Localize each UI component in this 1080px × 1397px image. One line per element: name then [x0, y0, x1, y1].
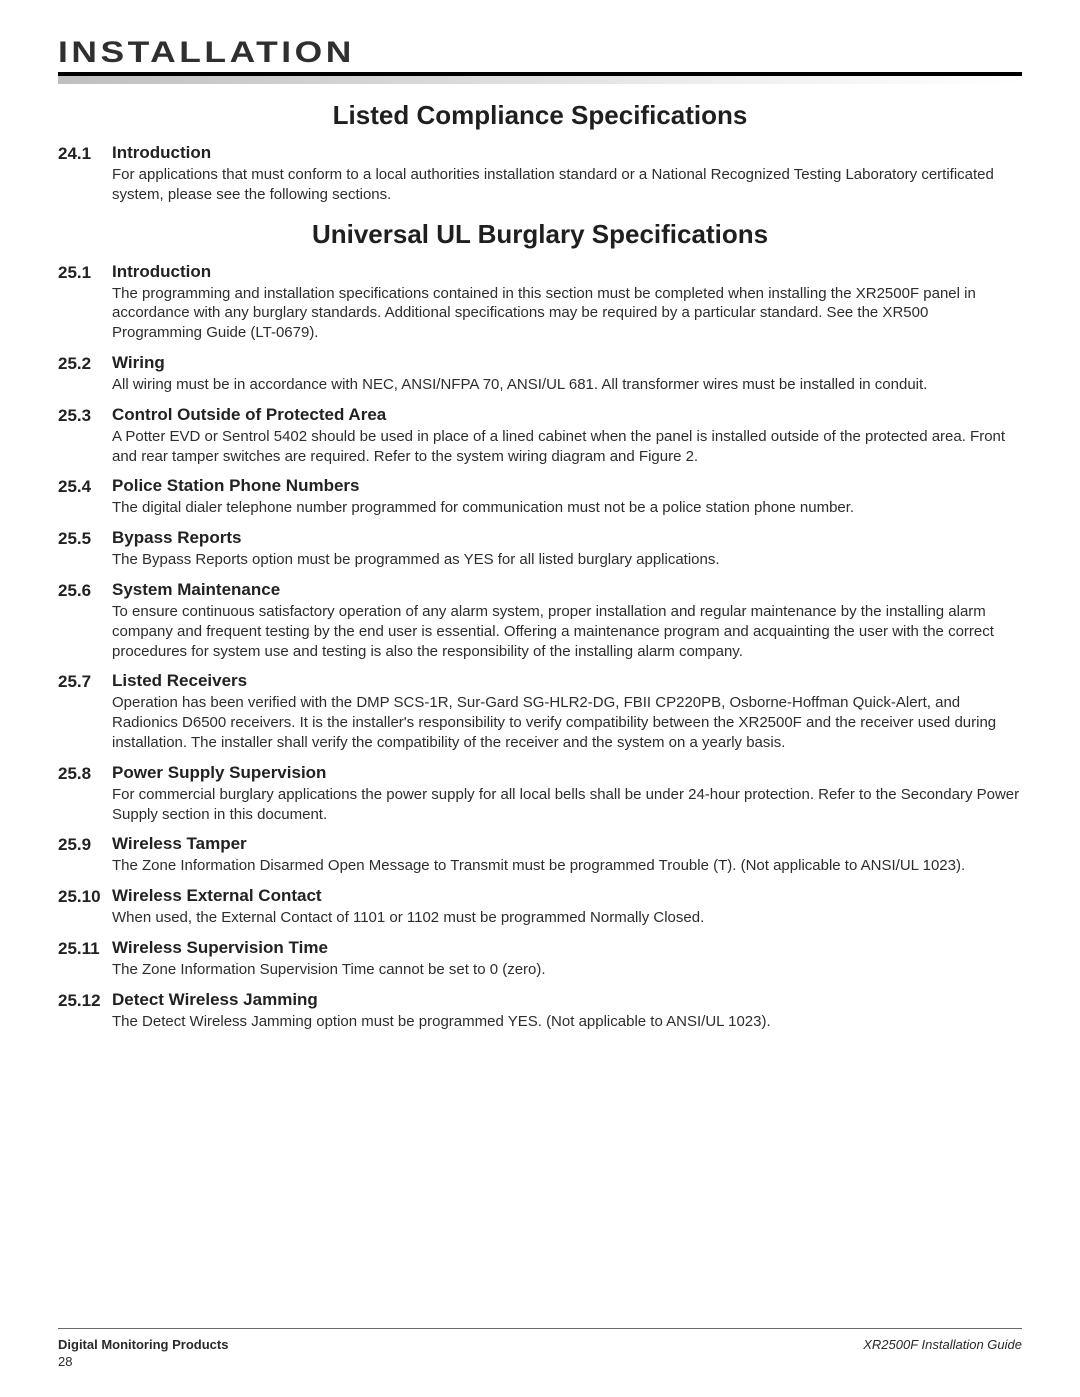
- section-body-col: Introduction The programming and install…: [112, 262, 1022, 343]
- section-body: The Detect Wireless Jamming option must …: [112, 1012, 1022, 1032]
- section-title: Listed Receivers: [112, 671, 1022, 691]
- footer-page-number: 28: [58, 1354, 1022, 1369]
- section-body: The Zone Information Supervision Time ca…: [112, 960, 1022, 980]
- section-body: The Bypass Reports option must be progra…: [112, 550, 1022, 570]
- section: 25.4 Police Station Phone Numbers The di…: [58, 476, 1022, 518]
- section-body-col: Bypass Reports The Bypass Reports option…: [112, 528, 1022, 570]
- section: 25.1 Introduction The programming and in…: [58, 262, 1022, 343]
- title-compliance: Listed Compliance Specifications: [58, 100, 1022, 131]
- title-burglary: Universal UL Burglary Specifications: [58, 219, 1022, 250]
- section-body: When used, the External Contact of 1101 …: [112, 908, 1022, 928]
- section-body: The Zone Information Disarmed Open Messa…: [112, 856, 1022, 876]
- section: 25.8 Power Supply Supervision For commer…: [58, 763, 1022, 825]
- section-title: Wireless Tamper: [112, 834, 1022, 854]
- section-title: System Maintenance: [112, 580, 1022, 600]
- section-title: Bypass Reports: [112, 528, 1022, 548]
- section-number: 25.10: [58, 886, 112, 928]
- section-body-col: Control Outside of Protected Area A Pott…: [112, 405, 1022, 467]
- section-number: 25.9: [58, 834, 112, 876]
- section-title: Wireless External Contact: [112, 886, 1022, 906]
- section: 25.6 System Maintenance To ensure contin…: [58, 580, 1022, 661]
- section-number: 25.2: [58, 353, 112, 395]
- section-number: 25.6: [58, 580, 112, 661]
- section-number: 25.3: [58, 405, 112, 467]
- section-body-col: Listed Receivers Operation has been veri…: [112, 671, 1022, 752]
- footer: Digital Monitoring Products XR2500F Inst…: [58, 1328, 1022, 1369]
- section-body: For applications that must conform to a …: [112, 165, 1022, 205]
- section-title: Introduction: [112, 143, 1022, 163]
- section-title: Introduction: [112, 262, 1022, 282]
- section: 25.12 Detect Wireless Jamming The Detect…: [58, 990, 1022, 1032]
- section-title: Wiring: [112, 353, 1022, 373]
- section-number: 25.7: [58, 671, 112, 752]
- footer-rule: [58, 1328, 1022, 1329]
- section: 25.2 Wiring All wiring must be in accord…: [58, 353, 1022, 395]
- section-number: 24.1: [58, 143, 112, 205]
- section-title: Wireless Supervision Time: [112, 938, 1022, 958]
- section-number: 25.5: [58, 528, 112, 570]
- header-word: INSTALLATION: [58, 36, 1080, 70]
- section-body-col: Wireless Tamper The Zone Information Dis…: [112, 834, 1022, 876]
- section: 25.5 Bypass Reports The Bypass Reports o…: [58, 528, 1022, 570]
- section-title: Police Station Phone Numbers: [112, 476, 1022, 496]
- section-number: 25.4: [58, 476, 112, 518]
- section-body-col: Detect Wireless Jamming The Detect Wirel…: [112, 990, 1022, 1032]
- section-body-col: Wireless Supervision Time The Zone Infor…: [112, 938, 1022, 980]
- section-body: To ensure continuous satisfactory operat…: [112, 602, 1022, 661]
- section-body: All wiring must be in accordance with NE…: [112, 375, 1022, 395]
- section: 25.3 Control Outside of Protected Area A…: [58, 405, 1022, 467]
- section-body: The digital dialer telephone number prog…: [112, 498, 1022, 518]
- section-body: A Potter EVD or Sentrol 5402 should be u…: [112, 427, 1022, 467]
- header-rule-gradient: [58, 76, 1022, 84]
- section-body-col: System Maintenance To ensure continuous …: [112, 580, 1022, 661]
- footer-left: Digital Monitoring Products: [58, 1337, 228, 1352]
- footer-right: XR2500F Installation Guide: [863, 1337, 1022, 1352]
- section-number: 25.11: [58, 938, 112, 980]
- section-body-col: Power Supply Supervision For commercial …: [112, 763, 1022, 825]
- footer-row: Digital Monitoring Products XR2500F Inst…: [58, 1337, 1022, 1352]
- section-body-col: Wiring All wiring must be in accordance …: [112, 353, 1022, 395]
- header-rule: [58, 72, 1022, 86]
- section-number: 25.1: [58, 262, 112, 343]
- section: 25.7 Listed Receivers Operation has been…: [58, 671, 1022, 752]
- section-body-col: Wireless External Contact When used, the…: [112, 886, 1022, 928]
- section-title: Control Outside of Protected Area: [112, 405, 1022, 425]
- section-body: The programming and installation specifi…: [112, 284, 1022, 343]
- section: 25.11 Wireless Supervision Time The Zone…: [58, 938, 1022, 980]
- section-body: Operation has been verified with the DMP…: [112, 693, 1022, 752]
- section: 24.1 Introduction For applications that …: [58, 143, 1022, 205]
- section-body-col: Introduction For applications that must …: [112, 143, 1022, 205]
- section: 25.9 Wireless Tamper The Zone Informatio…: [58, 834, 1022, 876]
- section-number: 25.8: [58, 763, 112, 825]
- page: INSTALLATION Listed Compliance Specifica…: [0, 0, 1080, 1397]
- section: 25.10 Wireless External Contact When use…: [58, 886, 1022, 928]
- section-title: Detect Wireless Jamming: [112, 990, 1022, 1010]
- section-number: 25.12: [58, 990, 112, 1032]
- section-body-col: Police Station Phone Numbers The digital…: [112, 476, 1022, 518]
- section-title: Power Supply Supervision: [112, 763, 1022, 783]
- section-body: For commercial burglary applications the…: [112, 785, 1022, 825]
